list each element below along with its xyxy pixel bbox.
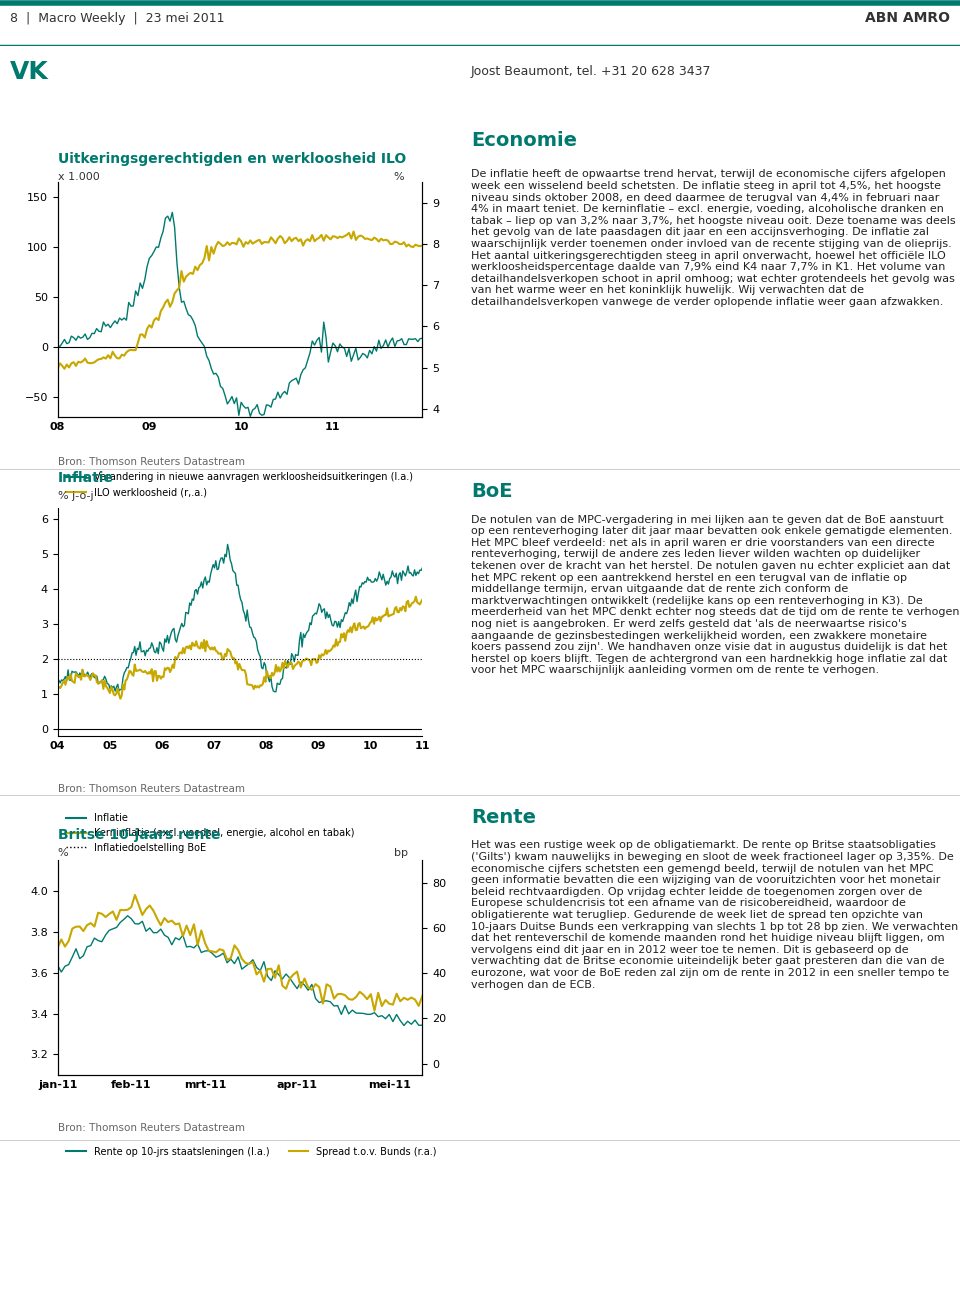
Text: ABN AMRO: ABN AMRO [865, 12, 950, 25]
Legend: Inflatie, Kerninflatie (excl. voedsel, energie, alcohol en tabak), Inflatiedoels: Inflatie, Kerninflatie (excl. voedsel, e… [62, 809, 358, 857]
Text: BoE: BoE [470, 482, 513, 502]
Text: Inflatie: Inflatie [58, 472, 113, 485]
Text: Bron: Thomson Reuters Datastream: Bron: Thomson Reuters Datastream [58, 457, 245, 468]
Text: Rente: Rente [470, 808, 536, 827]
Text: %: % [394, 172, 404, 182]
Text: De inflatie heeft de opwaartse trend hervat, terwijl de economische cijfers afge: De inflatie heeft de opwaartse trend her… [470, 169, 955, 308]
Text: Bron: Thomson Reuters Datastream: Bron: Thomson Reuters Datastream [58, 784, 245, 795]
Text: Uitkeringsgerechtigden en werkloosheid ILO: Uitkeringsgerechtigden en werkloosheid I… [58, 152, 406, 165]
Text: De notulen van de MPC-vergadering in mei lijken aan te geven dat de BoE aanstuur: De notulen van de MPC-vergadering in mei… [470, 515, 959, 675]
Text: 8  |  Macro Weekly  |  23 mei 2011: 8 | Macro Weekly | 23 mei 2011 [10, 12, 224, 25]
Text: Het was een rustige week op de obligatiemarkt. De rente op Britse staatsobligati: Het was een rustige week op de obligatie… [470, 840, 958, 990]
Legend: Verandering in nieuwe aanvragen werkloosheidsuitkeringen (l.a.), ILO werklooshei: Verandering in nieuwe aanvragen werkloos… [62, 469, 417, 502]
Text: % j-o-j: % j-o-j [58, 491, 93, 502]
Text: bp: bp [394, 848, 408, 859]
Text: x 1.000: x 1.000 [58, 172, 99, 182]
Text: Economie: Economie [470, 130, 577, 150]
Text: Bron: Thomson Reuters Datastream: Bron: Thomson Reuters Datastream [58, 1123, 245, 1134]
Text: Joost Beaumont, tel. +31 20 628 3437: Joost Beaumont, tel. +31 20 628 3437 [470, 65, 711, 78]
Text: Britse 10-jaars rente: Britse 10-jaars rente [58, 829, 220, 842]
Text: %: % [58, 848, 68, 859]
Legend: Rente op 10-jrs staatsleningen (l.a.), Spread t.o.v. Bunds (r.a.): Rente op 10-jrs staatsleningen (l.a.), S… [62, 1143, 441, 1161]
Text: VK: VK [10, 60, 48, 83]
